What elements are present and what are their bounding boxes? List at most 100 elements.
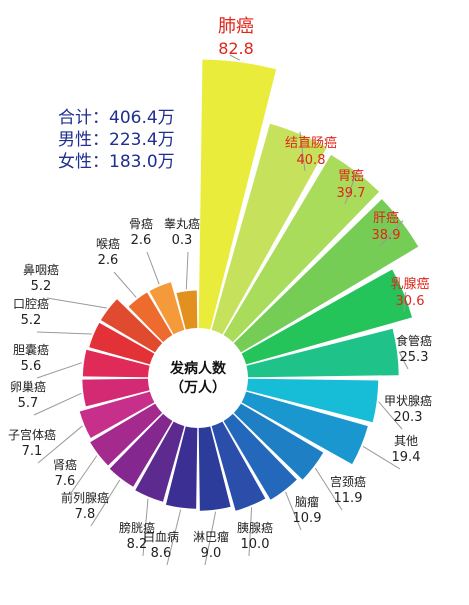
label-name-5: 食管癌 <box>396 333 432 348</box>
leader-line-18 <box>36 362 83 379</box>
label-value-0: 82.8 <box>218 39 254 58</box>
leader-line-22 <box>146 251 160 285</box>
label-name-11: 淋巴瘤 <box>193 529 229 544</box>
label-value-13: 8.2 <box>127 537 148 552</box>
wedge-3 <box>233 199 419 353</box>
label-name-4: 乳腺癌 <box>390 276 429 292</box>
leader-line-7 <box>362 445 401 470</box>
wedge-12 <box>165 426 198 509</box>
leader-line-4 <box>403 292 406 313</box>
wedge-4 <box>241 269 413 365</box>
leader-line-23 <box>185 251 189 290</box>
label-name-10: 胰腺癌 <box>237 520 273 535</box>
label-value-20: 5.2 <box>31 279 52 294</box>
wedge-layer <box>79 59 419 511</box>
leader-line-9 <box>285 491 302 531</box>
center-hole <box>152 332 244 424</box>
label-value-22: 2.6 <box>131 233 152 248</box>
wedge-19 <box>89 322 155 365</box>
totals-panel: 合计：406.4万 男性：223.4万 女性：183.0万 <box>58 107 175 173</box>
wedge-0 <box>198 59 277 330</box>
label-value-23: 0.3 <box>172 233 193 248</box>
label-name-22: 骨癌 <box>129 216 153 231</box>
leader-line-20 <box>46 297 107 309</box>
leader-line-11 <box>204 511 217 566</box>
label-value-5: 25.3 <box>400 350 429 365</box>
leader-line-13 <box>142 498 149 557</box>
leader-line-21 <box>113 271 137 298</box>
wedge-22 <box>149 282 185 335</box>
wedge-23 <box>176 290 198 330</box>
leader-line-14 <box>90 479 121 527</box>
center-label-line1: 发病人数 <box>169 360 227 377</box>
wedge-9 <box>223 413 297 500</box>
wedge-1 <box>211 123 327 335</box>
wedge-13 <box>135 421 185 502</box>
label-name-13: 膀胱癌 <box>119 520 155 535</box>
label-name-1: 结直肠癌 <box>285 135 337 151</box>
label-value-14: 7.8 <box>75 507 96 522</box>
label-value-19: 5.2 <box>21 313 42 328</box>
label-name-0: 肺癌 <box>218 16 254 37</box>
label-name-20: 鼻咽癌 <box>23 262 59 277</box>
leader-layer <box>33 54 409 566</box>
leader-line-6 <box>378 401 403 430</box>
label-name-14: 前列腺癌 <box>61 490 109 505</box>
label-name-18: 胆囊癌 <box>13 342 49 357</box>
label-value-4: 30.6 <box>396 294 425 309</box>
female-count: 女性：183.0万 <box>58 152 175 172</box>
wedge-5 <box>246 328 399 378</box>
leader-line-8 <box>314 467 343 511</box>
label-name-7: 其他 <box>394 434 418 448</box>
label-value-18: 5.6 <box>21 359 42 374</box>
label-value-11: 9.0 <box>201 546 222 561</box>
leader-line-3 <box>379 220 404 247</box>
leader-line-10 <box>248 507 253 557</box>
leader-line-5 <box>398 351 409 370</box>
leader-line-19 <box>36 331 92 335</box>
label-name-16: 子宫体癌 <box>8 427 56 442</box>
label-value-12: 8.6 <box>151 546 172 561</box>
label-name-23: 睾丸癌 <box>164 216 200 231</box>
wedge-18 <box>82 349 150 378</box>
label-value-6: 20.3 <box>394 410 423 425</box>
leader-line-1 <box>299 131 306 172</box>
wedge-20 <box>100 299 163 353</box>
wedge-16 <box>79 391 155 438</box>
label-name-2: 胃癌 <box>338 168 364 184</box>
label-value-1: 40.8 <box>297 153 326 168</box>
label-value-7: 19.4 <box>392 450 421 465</box>
label-value-10: 10.0 <box>241 537 270 552</box>
wedge-2 <box>223 154 380 343</box>
label-name-15: 肾癌 <box>53 457 77 472</box>
wedge-10 <box>211 421 266 511</box>
wedge-6 <box>246 378 379 423</box>
label-value-8: 11.9 <box>334 491 363 506</box>
label-name-17: 卵巢癌 <box>10 379 46 394</box>
label-name-3: 肝癌 <box>373 210 399 226</box>
male-count: 男性：223.4万 <box>58 130 175 150</box>
wedge-7 <box>241 391 368 465</box>
label-layer: 肺癌 82.8 结直肠癌 40.8 胃癌 39.7 肝癌 38.9 乳腺癌 30.6 食管癌 25.3… <box>8 16 432 561</box>
leader-line-15 <box>70 455 98 494</box>
label-name-6: 甲状腺癌 <box>384 393 432 408</box>
leader-line-17 <box>33 392 82 416</box>
label-name-12: 白血病 <box>143 529 179 544</box>
leader-line-2 <box>344 170 358 205</box>
label-value-16: 7.1 <box>22 444 43 459</box>
label-name-9: 脑瘤 <box>295 494 319 509</box>
leader-line-0 <box>229 54 241 61</box>
leader-line-16 <box>37 425 83 464</box>
wedge-14 <box>109 413 173 487</box>
center-label-line2: （万人） <box>170 379 226 396</box>
total-count: 合计：406.4万 <box>58 108 175 128</box>
label-value-17: 5.7 <box>18 396 39 411</box>
label-value-15: 7.6 <box>55 474 76 489</box>
label-value-2: 39.7 <box>337 186 366 201</box>
label-value-9: 10.9 <box>293 511 322 526</box>
wedge-17 <box>82 378 150 407</box>
wedge-8 <box>233 403 324 480</box>
wedge-21 <box>128 292 173 343</box>
label-name-21: 喉癌 <box>96 236 120 251</box>
